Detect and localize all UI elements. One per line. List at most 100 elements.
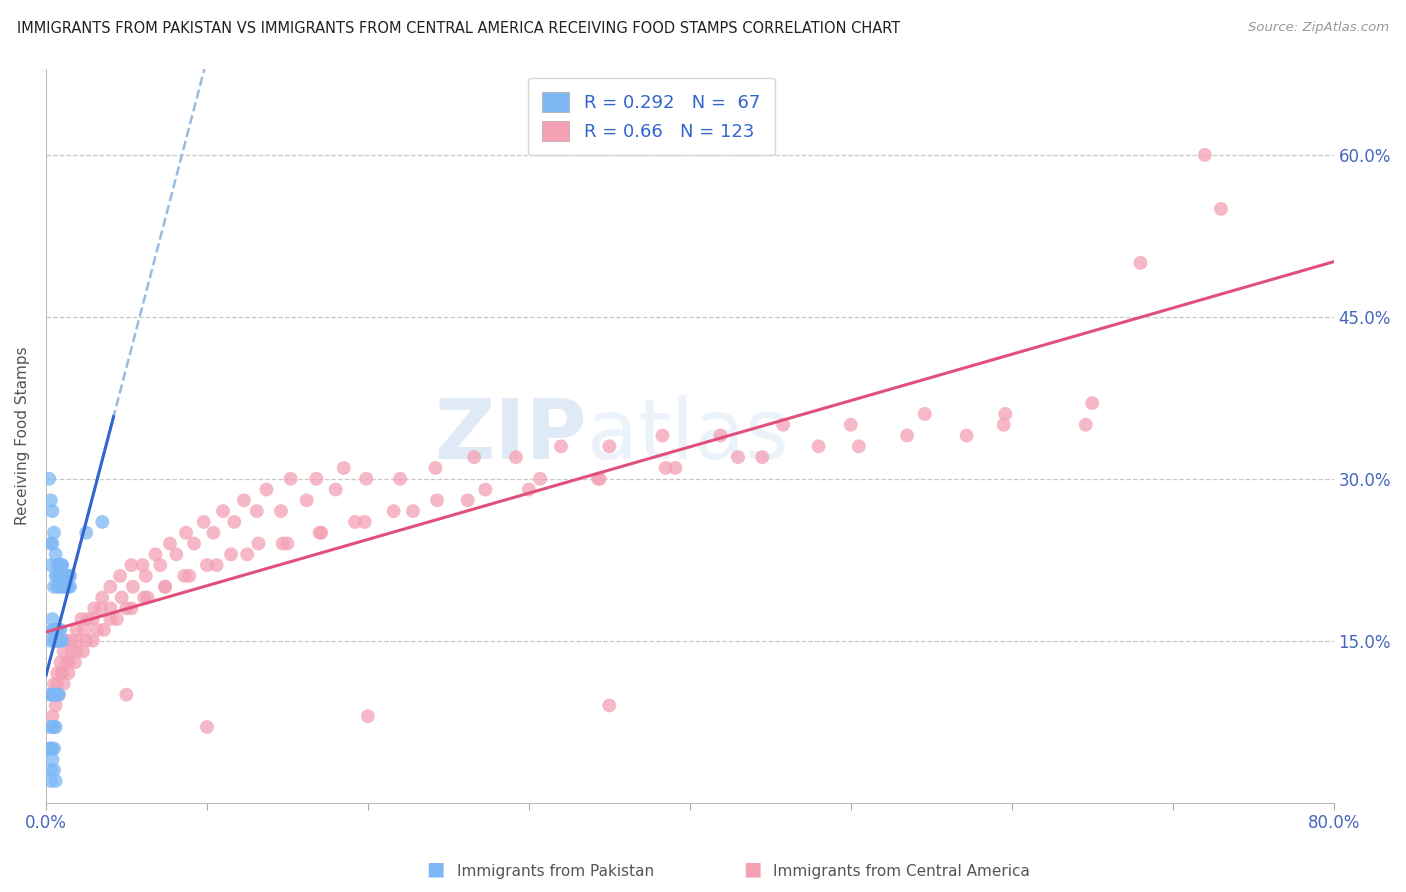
Point [42,741,65,756]
Point [39,774,62,789]
Point [41,752,63,766]
Point [52,644,75,658]
Point [425,461,447,475]
Point [772,417,794,432]
Point [59,569,82,583]
Point [212,504,235,518]
Point [98,580,121,594]
Point [38,472,60,486]
Point [46,558,69,573]
Point [48,580,70,594]
Point [426,493,449,508]
Point [115,688,138,702]
Point [42,580,65,594]
Point [98,601,121,615]
Point [65,623,87,637]
Point [86,623,108,637]
Point [39,688,62,702]
Point [46,569,69,583]
Point [73,623,96,637]
Point [276,536,298,550]
Point [382,504,405,518]
Point [46,633,69,648]
Point [153,580,176,594]
Point [82,633,104,648]
Point [42,677,65,691]
Point [45,623,67,637]
Point [270,504,292,518]
Point [52,569,75,583]
Point [195,558,218,573]
Text: atlas: atlas [586,395,789,476]
Point [52,677,75,691]
Point [115,601,138,615]
Point [45,547,67,561]
Point [309,525,332,540]
Point [49,655,72,669]
Point [108,569,131,583]
Point [48,688,70,702]
Point [41,688,63,702]
Point [183,536,205,550]
Text: ZIP: ZIP [434,395,586,476]
Point [51,569,73,583]
Point [63,655,86,669]
Point [402,504,425,518]
Text: ■: ■ [426,860,446,879]
Point [45,720,67,734]
Point [956,428,979,442]
Y-axis label: Receiving Food Stamps: Receiving Food Stamps [15,346,30,524]
Text: Immigrants from Central America: Immigrants from Central America [773,863,1031,879]
Point [353,515,375,529]
Point [1081,396,1104,410]
Point [295,493,318,508]
Point [517,483,540,497]
Point [48,558,70,573]
Point [75,525,97,540]
Point [105,612,128,626]
Point [67,633,90,648]
Point [173,569,195,583]
Point [70,612,93,626]
Point [343,515,366,529]
Point [39,741,62,756]
Point [51,558,73,573]
Point [41,741,63,756]
Point [41,623,63,637]
Point [179,569,201,583]
Point [839,417,862,432]
Point [59,580,82,594]
Point [111,591,134,605]
Point [896,428,918,442]
Point [51,666,73,681]
Point [247,536,270,550]
Point [45,688,67,702]
Point [38,741,60,756]
Point [49,569,72,583]
Text: Source: ZipAtlas.com: Source: ZipAtlas.com [1249,21,1389,34]
Point [256,483,278,497]
Point [45,698,67,713]
Point [356,472,378,486]
Point [505,450,527,464]
Point [1074,417,1097,432]
Point [72,644,94,658]
Point [48,688,70,702]
Point [174,525,197,540]
Point [48,623,70,637]
Point [51,558,73,573]
Point [205,558,228,573]
Point [709,428,731,442]
Point [56,633,79,648]
Point [42,525,65,540]
Point [120,601,142,615]
Point [135,569,157,583]
Point [993,417,1015,432]
Point [233,493,256,508]
Point [42,633,65,648]
Point [308,525,330,540]
Point [848,439,870,453]
Point [39,536,62,550]
Point [60,644,83,658]
Point [751,450,773,464]
